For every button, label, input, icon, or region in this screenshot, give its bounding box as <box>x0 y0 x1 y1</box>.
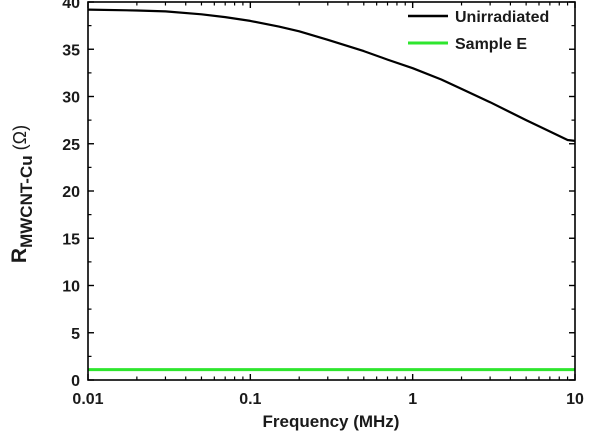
y-tick-label: 10 <box>62 279 80 296</box>
series-line-1 <box>88 8 575 142</box>
x-axis-title: Frequency (MHz) <box>263 412 400 431</box>
plot-area: 0 5 10 15 20 25 30 35 40 0.01 0.1 1 10 <box>62 0 584 408</box>
y-axis-title-main: R <box>8 248 31 263</box>
y-tick-label: 30 <box>62 90 80 107</box>
x-tick-label: 0.01 <box>72 391 103 408</box>
y-tick-label: 0 <box>71 373 80 390</box>
plot-frame <box>87 1 576 381</box>
legend-label-2: Sample E <box>455 36 527 53</box>
x-tick-label: 0.1 <box>239 391 261 408</box>
y-tick-label: 5 <box>71 326 80 343</box>
x-tick-label: 1 <box>408 391 417 408</box>
y-axis-title-unit: (Ω) <box>10 125 30 155</box>
legend-label-1: Unirradiated <box>455 9 549 26</box>
legend: Unirradiated Sample E <box>408 9 549 53</box>
y-axis-title: RMWCNT-Cu (Ω) <box>8 125 36 263</box>
y-tick-label: 20 <box>62 184 80 201</box>
y-tick-label: 15 <box>62 231 80 248</box>
y-tick-label: 35 <box>62 42 80 59</box>
x-tick-label: 10 <box>566 391 584 408</box>
y-axis-title-subscript: MWCNT-Cu <box>17 155 36 248</box>
y-tick-label: 25 <box>62 137 80 154</box>
y-tick-label: 40 <box>62 0 80 12</box>
